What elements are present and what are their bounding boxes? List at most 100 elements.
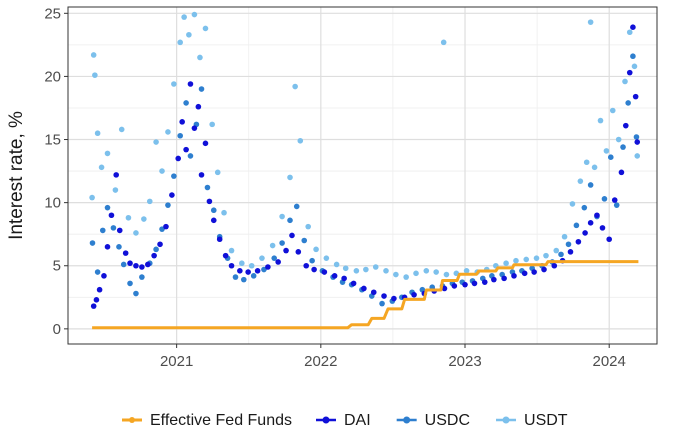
data-point: [631, 63, 638, 70]
data-point: [331, 273, 338, 279]
data-point: [615, 136, 622, 143]
data-point: [577, 178, 584, 184]
data-point: [206, 198, 213, 205]
data-point: [603, 148, 610, 154]
data-point: [333, 261, 340, 268]
data-point: [187, 153, 194, 159]
data-point: [171, 173, 177, 179]
data-point: [197, 54, 203, 61]
data-point: [597, 117, 604, 124]
data-point: [101, 273, 107, 279]
data-point: [553, 247, 560, 254]
y-tick-label: 0: [53, 321, 61, 338]
data-point: [239, 260, 245, 267]
data-point: [303, 262, 310, 269]
data-point: [289, 232, 295, 239]
data-point: [110, 225, 117, 231]
x-tick-label: 2022: [304, 353, 337, 370]
data-point: [96, 286, 103, 293]
data-point: [187, 81, 194, 87]
data-point: [275, 259, 281, 265]
data-point: [293, 203, 300, 210]
data-point: [350, 280, 357, 287]
data-point: [313, 246, 319, 253]
data-point: [283, 247, 289, 254]
data-point: [198, 172, 205, 178]
series-usdt: [89, 11, 641, 280]
data-point: [94, 130, 101, 137]
data-point: [609, 107, 616, 114]
data-point: [104, 244, 111, 250]
x-tick-label: 2023: [448, 353, 481, 370]
data-point: [259, 255, 265, 261]
legend: Effective Fed Funds DAI USDC USDT: [122, 412, 568, 429]
data-point: [90, 303, 97, 309]
data-point: [191, 11, 198, 18]
data-point: [99, 227, 106, 234]
data-point: [237, 267, 243, 274]
data-point: [165, 129, 171, 135]
data-point: [626, 29, 633, 36]
data-point: [265, 264, 271, 270]
y-tick-label: 5: [53, 258, 61, 275]
data-point: [607, 154, 614, 160]
y-tick-label: 15: [44, 132, 61, 149]
data-point: [620, 144, 626, 150]
data-point: [144, 261, 151, 268]
data-point: [632, 93, 639, 100]
data-point: [179, 119, 185, 125]
data-point: [363, 266, 369, 273]
data-point: [245, 269, 251, 275]
data-point: [209, 121, 215, 128]
data-point: [112, 187, 119, 193]
data-point: [292, 83, 298, 90]
data-point: [202, 25, 209, 32]
data-point: [118, 126, 125, 133]
data-point: [214, 169, 221, 176]
data-point: [471, 280, 478, 287]
legend-item: USDT: [496, 412, 568, 429]
data-point: [175, 155, 182, 162]
data-point: [513, 257, 519, 264]
y-axis-title: Interest rate, %: [6, 111, 27, 240]
data-point: [287, 217, 293, 224]
data-point: [587, 19, 594, 25]
x-tick-label: 2021: [160, 353, 193, 370]
data-point: [569, 201, 576, 207]
data-point: [186, 31, 192, 38]
data-point: [372, 264, 379, 270]
data-point: [353, 267, 360, 274]
data-point: [232, 274, 239, 280]
data-point: [93, 297, 100, 303]
data-point: [565, 241, 572, 248]
grid-layer: [68, 7, 657, 344]
data-point: [202, 140, 209, 147]
data-point: [116, 227, 123, 234]
data-point: [543, 252, 549, 259]
data-point: [383, 267, 389, 274]
data-point: [146, 198, 153, 205]
data-point: [521, 270, 528, 277]
legend-item: DAI: [316, 412, 371, 429]
data-point: [341, 275, 347, 282]
data-point: [248, 262, 255, 269]
data-point: [228, 247, 235, 254]
data-point: [634, 153, 641, 159]
data-point: [305, 223, 311, 230]
data-point: [411, 291, 417, 298]
legend-label: Effective Fed Funds: [150, 412, 292, 429]
data-point: [311, 266, 317, 273]
data-point: [171, 81, 177, 87]
data-point: [622, 78, 628, 85]
data-point: [511, 273, 517, 279]
data-point: [89, 240, 96, 246]
data-point: [125, 214, 132, 221]
data-point: [581, 204, 588, 211]
data-point: [523, 256, 530, 263]
data-point: [133, 262, 139, 269]
legend-key-dot: [129, 417, 135, 423]
data-point: [301, 237, 308, 244]
legend-key-dot: [502, 416, 510, 424]
legend-key-dot: [403, 416, 411, 424]
data-point: [591, 164, 598, 171]
